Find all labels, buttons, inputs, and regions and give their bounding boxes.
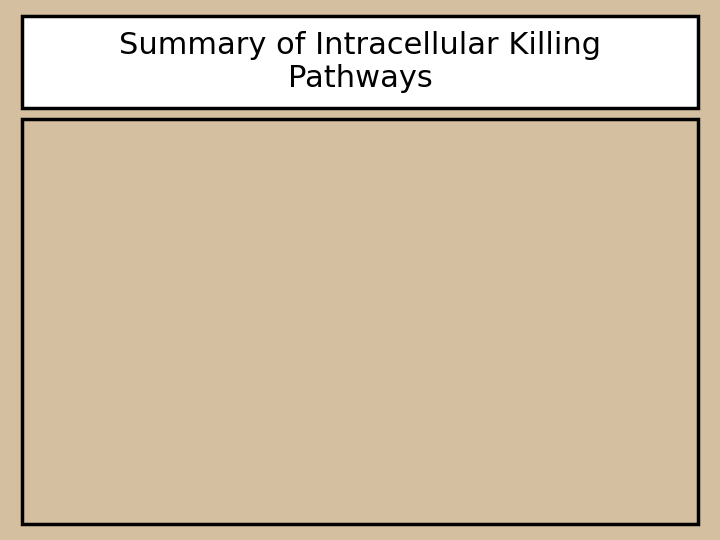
FancyBboxPatch shape xyxy=(234,159,486,240)
Text: Myleoperoxidase
Independent: Myleoperoxidase Independent xyxy=(270,431,423,470)
Text: Summary of Intracellular Killing
Pathways: Summary of Intracellular Killing Pathway… xyxy=(119,31,601,93)
Text: Oxygen
Independent: Oxygen Independent xyxy=(438,286,552,325)
Text: Intracellular Killing: Intracellular Killing xyxy=(275,191,445,209)
FancyBboxPatch shape xyxy=(32,405,255,497)
Text: Myleoperoxidase
Dependent: Myleoperoxidase Dependent xyxy=(67,431,220,470)
FancyBboxPatch shape xyxy=(235,405,458,497)
FancyBboxPatch shape xyxy=(394,259,597,351)
FancyBboxPatch shape xyxy=(143,259,346,351)
Text: Oxygen
Dependent: Oxygen Dependent xyxy=(195,286,295,325)
